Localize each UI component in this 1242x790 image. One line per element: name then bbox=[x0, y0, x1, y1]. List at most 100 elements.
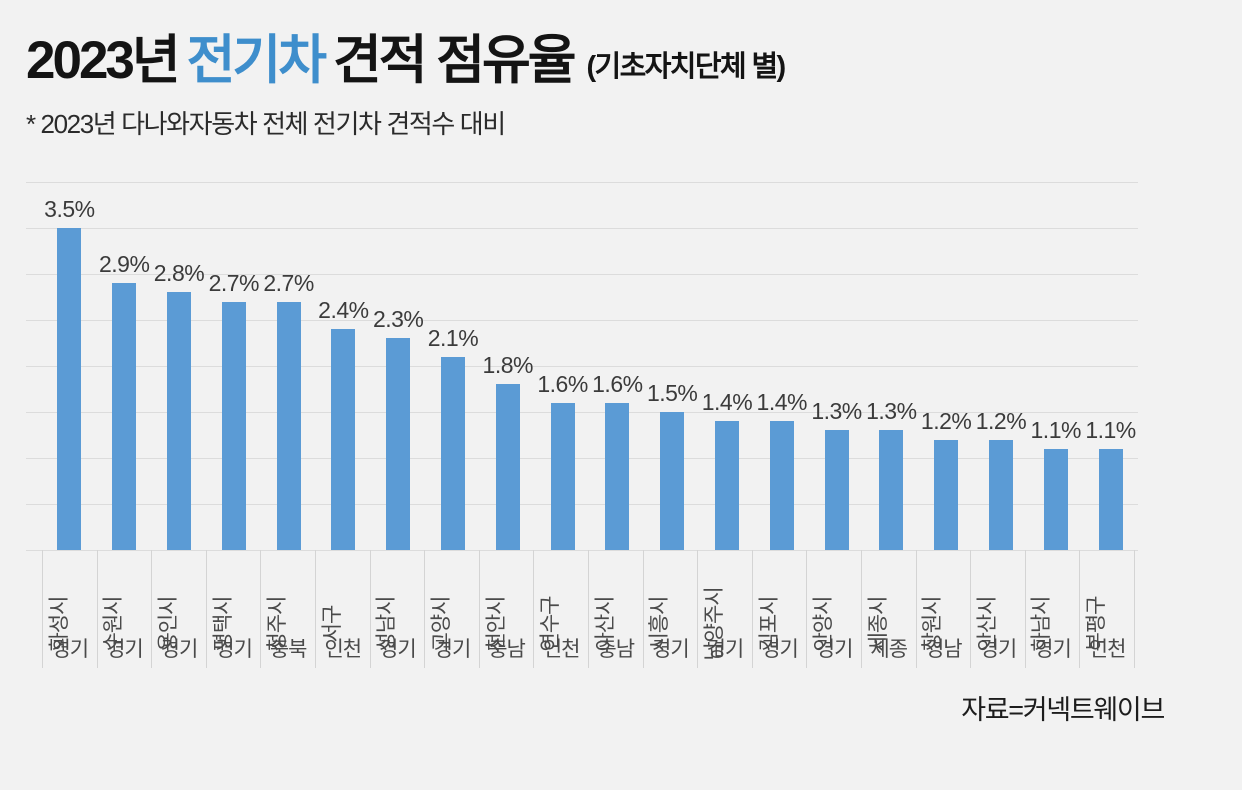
bar-value-label: 1.2% bbox=[975, 407, 1027, 434]
province-label-wrap: 경기 bbox=[207, 628, 261, 668]
bar[interactable] bbox=[112, 283, 137, 550]
city-label-wrap: 평택시 bbox=[207, 550, 261, 652]
x-axis-label-cell: 성남시 경기 bbox=[371, 550, 426, 668]
x-axis-label-table: 화성시 경기 수원시 경기 용인시 경기 평택시 경기 청주시 충북 서구 인천 성남시 경기 고양시 경기 천… bbox=[42, 550, 1135, 668]
city-label: 서구 bbox=[320, 605, 344, 643]
x-axis-label-cell: 안양시 경기 bbox=[807, 550, 862, 668]
bar[interactable] bbox=[824, 430, 849, 550]
bar-slot[interactable]: 1.4% bbox=[700, 182, 755, 550]
bar-slot[interactable]: 1.1% bbox=[1083, 182, 1138, 550]
bar-slot[interactable]: 1.2% bbox=[974, 182, 1029, 550]
bar[interactable] bbox=[221, 301, 246, 550]
bar[interactable] bbox=[331, 329, 356, 550]
bar[interactable] bbox=[769, 421, 794, 550]
bar[interactable] bbox=[879, 430, 904, 550]
x-axis-label-cell: 세종시 세종 bbox=[862, 550, 917, 668]
bar-value-label: 2.3% bbox=[372, 306, 424, 333]
bar-slot[interactable]: 1.2% bbox=[919, 182, 974, 550]
bar[interactable] bbox=[166, 292, 191, 550]
bar-value-label: 2.8% bbox=[153, 260, 205, 287]
bar[interactable] bbox=[440, 356, 465, 550]
bar-value-label: 3.5% bbox=[44, 196, 95, 222]
bar-slot[interactable]: 2.7% bbox=[261, 182, 316, 550]
bar-slot[interactable]: 1.4% bbox=[754, 182, 809, 550]
bar-slot[interactable]: 1.1% bbox=[1028, 182, 1083, 550]
bar-slot[interactable]: 1.8% bbox=[480, 182, 535, 550]
city-label: 김포시 bbox=[757, 596, 781, 652]
city-label: 화성시 bbox=[47, 596, 71, 652]
province-label: 경남 bbox=[924, 638, 963, 661]
province-label-wrap: 경기 bbox=[98, 628, 152, 668]
province-label: 충남 bbox=[597, 638, 635, 661]
bar[interactable] bbox=[605, 402, 630, 550]
bar[interactable] bbox=[495, 384, 520, 550]
bar-slot[interactable]: 1.5% bbox=[645, 182, 700, 550]
bar[interactable] bbox=[386, 338, 411, 550]
province-label: 경기 bbox=[761, 638, 799, 661]
city-label-wrap: 아산시 bbox=[589, 550, 643, 652]
bar-value-label: 1.4% bbox=[756, 389, 808, 416]
city-label: 안산시 bbox=[975, 596, 999, 652]
bar-slot[interactable]: 3.5% bbox=[42, 182, 97, 550]
bar-slot[interactable]: 2.3% bbox=[371, 182, 426, 550]
bar-value-label: 2.9% bbox=[98, 251, 150, 278]
city-label: 청주시 bbox=[266, 596, 290, 652]
x-axis-label-cell: 수원시 경기 bbox=[98, 550, 153, 668]
city-label-wrap: 세종시 bbox=[862, 550, 916, 652]
province-label-wrap: 충남 bbox=[589, 628, 643, 668]
city-label: 고양시 bbox=[429, 596, 453, 652]
city-label: 시흥시 bbox=[648, 596, 672, 652]
title-segment-year: 2023년 bbox=[26, 31, 181, 90]
city-label: 하남시 bbox=[1030, 596, 1054, 652]
bar[interactable] bbox=[57, 228, 82, 550]
province-label: 경기 bbox=[979, 638, 1018, 661]
bar-value-label: 1.4% bbox=[701, 389, 753, 416]
x-axis-label-cell: 평택시 경기 bbox=[207, 550, 262, 668]
bar-value-label: 2.4% bbox=[318, 297, 369, 324]
province-label-wrap: 경기 bbox=[644, 628, 698, 668]
bar[interactable] bbox=[714, 421, 739, 550]
city-label: 평택시 bbox=[211, 596, 235, 652]
province-label-wrap: 경기 bbox=[971, 628, 1025, 668]
bar-slot[interactable]: 1.3% bbox=[864, 182, 919, 550]
x-axis-label-cell: 서구 인천 bbox=[316, 550, 371, 668]
bar-value-label: 1.6% bbox=[537, 370, 588, 397]
province-label-wrap: 경기 bbox=[152, 628, 206, 668]
bar[interactable] bbox=[934, 439, 959, 550]
bar-value-label: 2.1% bbox=[427, 324, 479, 351]
city-label-wrap: 시흥시 bbox=[644, 550, 698, 652]
bar[interactable] bbox=[1098, 448, 1123, 550]
bar-slot[interactable]: 2.7% bbox=[206, 182, 261, 550]
bar-slot[interactable]: 2.8% bbox=[152, 182, 207, 550]
province-label-wrap: 경기 bbox=[43, 628, 97, 668]
bar[interactable] bbox=[988, 439, 1013, 550]
bar-value-label: 1.8% bbox=[482, 352, 534, 379]
city-label: 세종시 bbox=[866, 596, 890, 652]
bar-slot[interactable]: 2.9% bbox=[97, 182, 152, 550]
city-label: 안양시 bbox=[812, 596, 836, 652]
city-label: 남양주시 bbox=[702, 587, 726, 661]
city-label-wrap: 서구 bbox=[316, 550, 370, 643]
bar-slot[interactable]: 1.3% bbox=[809, 182, 864, 550]
province-label: 경기 bbox=[215, 638, 253, 661]
province-label: 경기 bbox=[433, 638, 472, 661]
bar[interactable] bbox=[276, 301, 301, 550]
bar[interactable] bbox=[1043, 448, 1068, 550]
bar-series: 3.5% 2.9% 2.8% 2.7% 2.7% 2.4% 2.3% 2.1% 1.8% 1.6%… bbox=[42, 182, 1138, 550]
province-label-wrap: 경기 bbox=[371, 628, 425, 668]
bar-slot[interactable]: 2.4% bbox=[316, 182, 371, 550]
bar-value-label: 1.1% bbox=[1085, 416, 1136, 443]
title-segment-share: 견적 점유율 bbox=[332, 31, 577, 90]
bar[interactable] bbox=[550, 402, 575, 550]
x-axis-label-cell: 시흥시 경기 bbox=[644, 550, 699, 668]
province-label-wrap: 경기 bbox=[425, 628, 479, 668]
bar-slot[interactable]: 1.6% bbox=[590, 182, 645, 550]
city-label-wrap: 수원시 bbox=[98, 550, 152, 652]
chart-header: 2023년 전기차 견적 점유율 (기초자치단체 별) * 2023년 다나와자… bbox=[26, 34, 1216, 141]
city-label-wrap: 김포시 bbox=[753, 550, 807, 652]
bar-slot[interactable]: 2.1% bbox=[426, 182, 481, 550]
bar[interactable] bbox=[660, 412, 685, 550]
province-label-wrap: 세종 bbox=[862, 628, 916, 668]
province-label: 경기 bbox=[379, 638, 417, 661]
bar-slot[interactable]: 1.6% bbox=[535, 182, 590, 550]
